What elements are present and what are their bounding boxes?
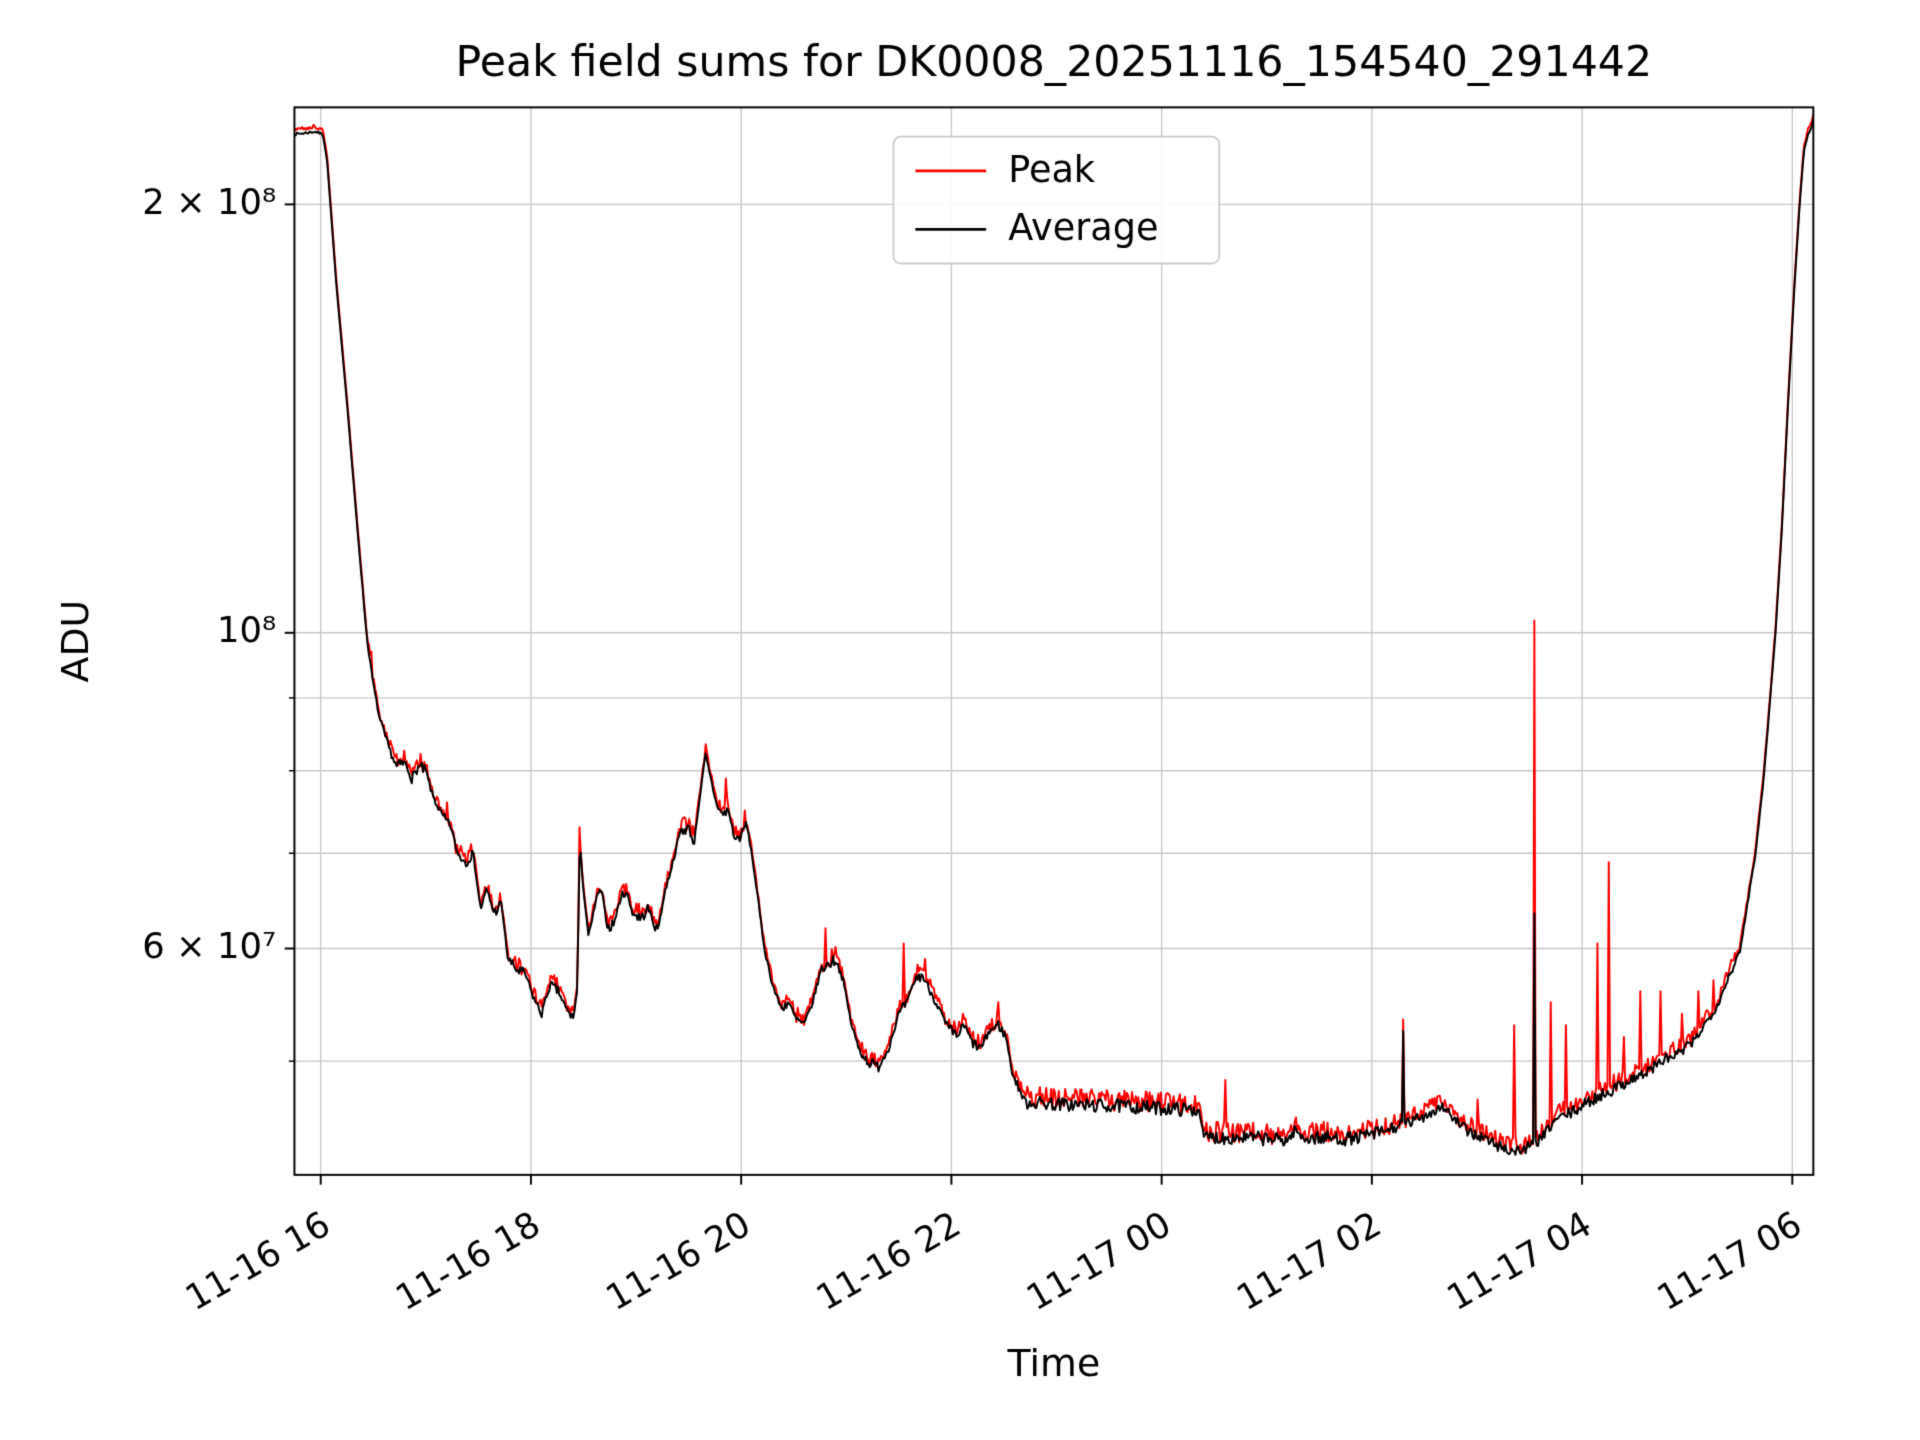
- figure: Peak field sums for DK0008_20251116_1545…: [0, 0, 1920, 1440]
- chart-canvas: [0, 0, 1920, 1440]
